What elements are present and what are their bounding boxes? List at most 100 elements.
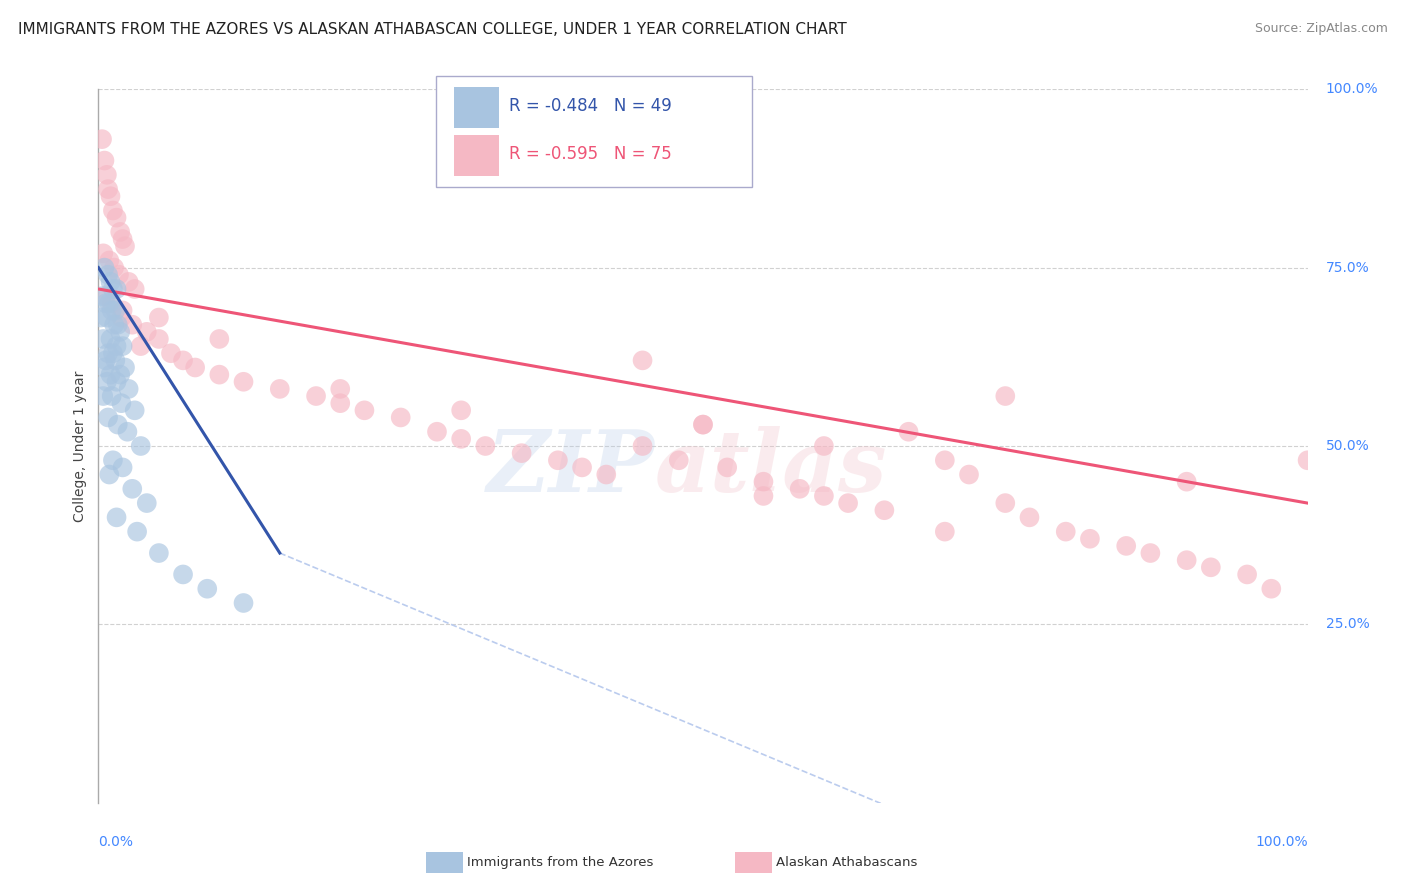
Point <box>571 460 593 475</box>
Point <box>96 375 118 389</box>
Point <box>93 153 115 168</box>
Point <box>232 375 254 389</box>
Y-axis label: College, Under 1 year: College, Under 1 year <box>73 370 87 522</box>
Point <box>111 232 134 246</box>
Point <box>97 268 120 282</box>
Text: ZIP: ZIP <box>486 425 655 509</box>
Point <box>100 389 122 403</box>
Point <box>111 339 134 353</box>
Point <box>100 303 122 318</box>
Point <box>160 346 183 360</box>
Point <box>269 382 291 396</box>
Point <box>1236 567 1258 582</box>
Point <box>148 546 170 560</box>
Point <box>100 275 122 289</box>
Point <box>329 396 352 410</box>
Point <box>752 489 775 503</box>
Point <box>98 253 121 268</box>
Point <box>897 425 920 439</box>
Point <box>93 360 115 375</box>
Point <box>100 368 122 382</box>
Point <box>101 203 124 218</box>
Point <box>148 332 170 346</box>
Text: 0.0%: 0.0% <box>98 835 134 849</box>
Point <box>305 389 328 403</box>
Point <box>96 310 118 325</box>
Point <box>1260 582 1282 596</box>
Point <box>547 453 569 467</box>
Point <box>111 460 134 475</box>
Point <box>100 189 122 203</box>
Point <box>124 282 146 296</box>
Point <box>105 339 128 353</box>
Point <box>329 382 352 396</box>
Point <box>232 596 254 610</box>
Point <box>1115 539 1137 553</box>
Point <box>127 524 149 539</box>
Point <box>873 503 896 517</box>
Point <box>108 268 131 282</box>
Point <box>91 332 114 346</box>
Point <box>957 467 980 482</box>
Point <box>1054 524 1077 539</box>
Point <box>752 475 775 489</box>
Point <box>184 360 207 375</box>
Point <box>101 453 124 467</box>
Point <box>121 482 143 496</box>
Point <box>110 310 132 325</box>
Text: atlas: atlas <box>655 425 887 509</box>
Point <box>108 368 131 382</box>
Point <box>1175 553 1198 567</box>
Point <box>172 353 194 368</box>
Point <box>450 403 472 417</box>
Point <box>148 310 170 325</box>
Point <box>98 296 121 310</box>
Point <box>104 353 127 368</box>
Point <box>474 439 496 453</box>
Point <box>94 296 117 310</box>
Text: 100.0%: 100.0% <box>1256 835 1308 849</box>
Point <box>91 246 114 260</box>
Point <box>1139 546 1161 560</box>
Point <box>837 496 859 510</box>
Point <box>668 453 690 467</box>
Point <box>90 310 112 325</box>
Point <box>118 382 141 396</box>
Point <box>135 325 157 339</box>
Point <box>195 582 218 596</box>
Point <box>595 467 617 482</box>
Text: Immigrants from the Azores: Immigrants from the Azores <box>467 856 654 869</box>
Point <box>97 182 120 196</box>
Text: 50.0%: 50.0% <box>1326 439 1369 453</box>
Point <box>97 410 120 425</box>
Point <box>98 467 121 482</box>
Point <box>208 332 231 346</box>
Text: IMMIGRANTS FROM THE AZORES VS ALASKAN ATHABASCAN COLLEGE, UNDER 1 YEAR CORRELATI: IMMIGRANTS FROM THE AZORES VS ALASKAN AT… <box>18 22 846 37</box>
Point <box>994 389 1017 403</box>
Point <box>100 332 122 346</box>
Point <box>91 289 114 303</box>
Point <box>118 275 141 289</box>
Point <box>124 403 146 417</box>
Point <box>108 325 131 339</box>
Point <box>1018 510 1040 524</box>
Point <box>104 303 127 318</box>
Point <box>1078 532 1101 546</box>
Point <box>789 482 811 496</box>
Point <box>389 410 412 425</box>
Point <box>107 318 129 332</box>
Point <box>692 417 714 432</box>
Point <box>117 425 139 439</box>
Point <box>135 496 157 510</box>
Point <box>91 389 114 403</box>
Point <box>111 303 134 318</box>
Point <box>813 439 835 453</box>
Point <box>631 439 654 453</box>
Point <box>93 260 115 275</box>
Point <box>934 524 956 539</box>
Text: R = -0.595   N = 75: R = -0.595 N = 75 <box>509 145 672 163</box>
Point <box>105 510 128 524</box>
Point <box>994 496 1017 510</box>
Text: 25.0%: 25.0% <box>1326 617 1369 632</box>
Point <box>1199 560 1222 574</box>
